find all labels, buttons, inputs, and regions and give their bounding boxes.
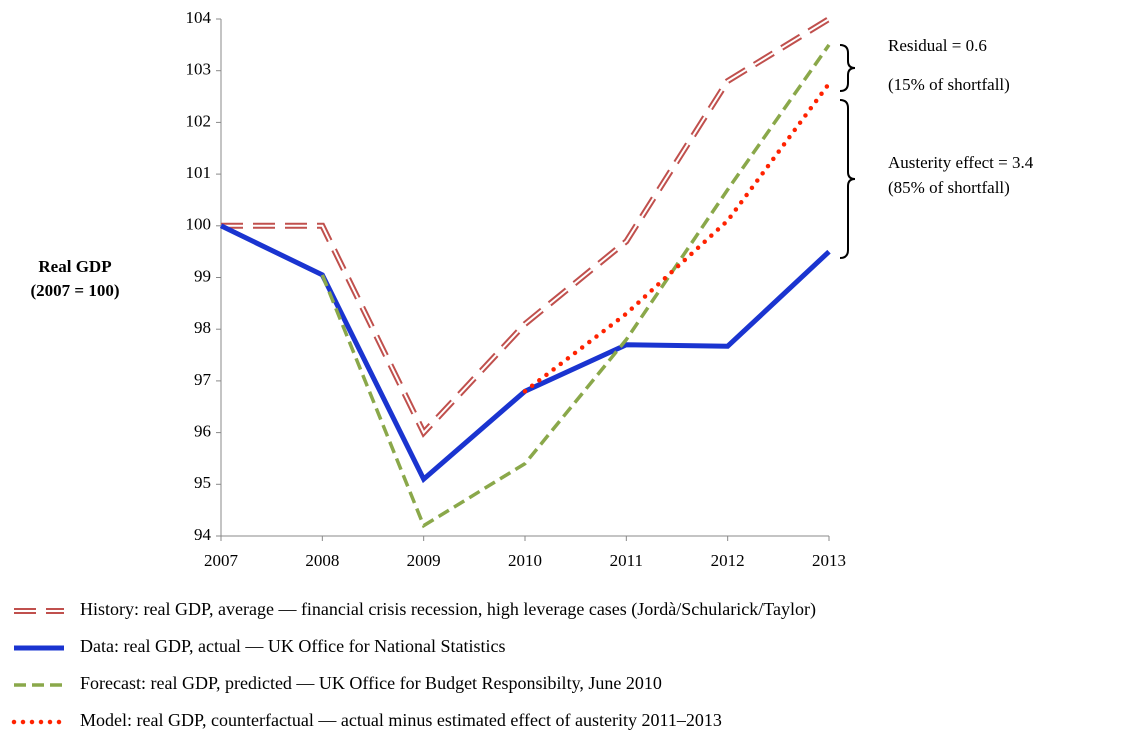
annotation: (15% of shortfall) (888, 75, 1010, 94)
series-line (522, 81, 832, 394)
x-tick-label: 2010 (508, 551, 542, 570)
y-tick-label: 95 (194, 473, 211, 492)
y-tick-label: 96 (194, 422, 211, 441)
y-tick-label: 103 (186, 60, 212, 79)
annotation: (85% of shortfall) (888, 178, 1010, 197)
y-axis-label: Real GDP (38, 257, 111, 276)
y-tick-label: 102 (186, 111, 212, 130)
x-tick-label: 2007 (204, 551, 239, 570)
y-tick-label: 99 (194, 266, 211, 285)
x-tick-label: 2013 (812, 551, 846, 570)
series-line (219, 223, 831, 484)
x-tick-label: 2012 (711, 551, 745, 570)
legend-label: Forecast: real GDP, predicted — UK Offic… (80, 673, 662, 693)
y-tick-label: 98 (194, 318, 211, 337)
x-tick-label: 2008 (305, 551, 339, 570)
legend-label: Model: real GDP, counterfactual — actual… (80, 710, 722, 730)
y-axis-label: (2007 = 100) (30, 281, 119, 300)
y-tick-label: 101 (186, 163, 212, 182)
y-tick-label: 94 (194, 525, 212, 544)
x-tick-label: 2011 (610, 551, 643, 570)
legend-label: Data: real GDP, actual — UK Office for N… (80, 636, 506, 656)
y-tick-label: 100 (186, 215, 212, 234)
brace (839, 44, 856, 92)
annotation: Residual = 0.6 (888, 36, 987, 55)
series-line-inner (221, 18, 830, 435)
y-tick-label: 104 (186, 8, 212, 27)
legend-label: History: real GDP, average — financial c… (80, 599, 816, 620)
brace (839, 99, 856, 259)
annotation: Austerity effect = 3.4 (888, 153, 1034, 172)
y-tick-label: 97 (194, 370, 212, 389)
x-tick-label: 2009 (407, 551, 441, 570)
series-line (320, 43, 831, 529)
series-line (221, 16, 831, 438)
